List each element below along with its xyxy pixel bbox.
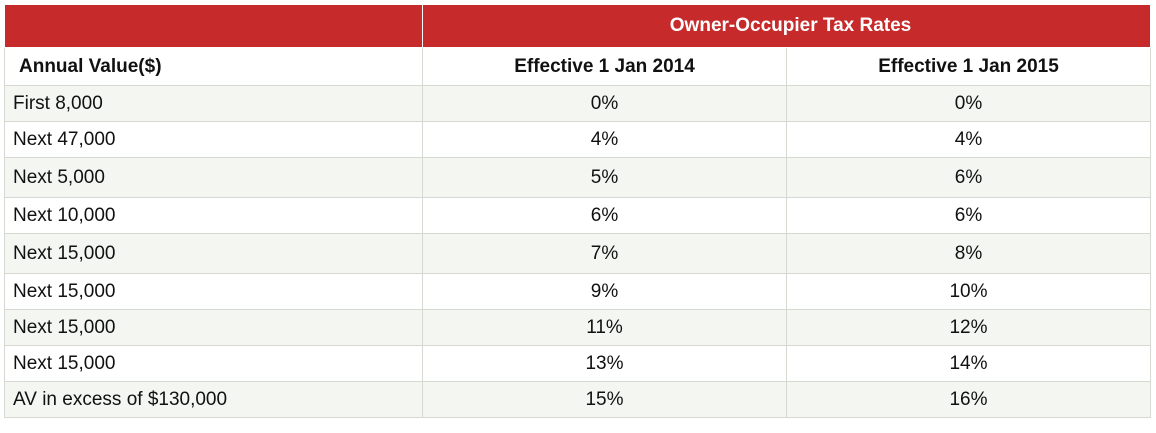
rate-2015-cell: 6% [785,197,1152,234]
tax-rates-table-container: Owner-Occupier Tax Rates Annual Value($)… [4,4,1152,418]
annual-value-cell: Next 15,000 [4,233,423,274]
table-row: AV in excess of $130,000 15% 16% [4,381,1152,418]
rate-2014-cell: 15% [422,381,787,418]
rate-2014-cell: 4% [422,121,787,158]
annual-value-cell: Next 15,000 [4,309,423,346]
table-row: Next 10,000 6% 6% [4,197,1152,234]
rate-2014-cell: 6% [422,197,787,234]
tax-rates-table: Owner-Occupier Tax Rates Annual Value($)… [4,4,1152,418]
rate-2015-cell: 0% [785,85,1152,122]
rate-2014-cell: 13% [422,345,787,382]
group-header-title: Owner-Occupier Tax Rates [421,4,1152,48]
rate-2014-cell: 11% [422,309,787,346]
rate-2014-cell: 5% [422,157,787,198]
annual-value-cell: Next 15,000 [4,345,423,382]
column-header-2014: Effective 1 Jan 2014 [422,47,787,86]
table-row: Next 15,000 9% 10% [4,273,1152,310]
table-row: Next 15,000 11% 12% [4,309,1152,346]
column-header-row: Annual Value($) Effective 1 Jan 2014 Eff… [4,47,1152,86]
column-header-2015: Effective 1 Jan 2015 [785,47,1152,86]
rate-2015-cell: 16% [785,381,1152,418]
table-row: Next 5,000 5% 6% [4,157,1152,198]
column-header-annual-value: Annual Value($) [4,47,423,86]
annual-value-cell: Next 15,000 [4,273,423,310]
table-row: Next 15,000 13% 14% [4,345,1152,382]
table-row: Next 47,000 4% 4% [4,121,1152,158]
rate-2015-cell: 14% [785,345,1152,382]
rate-2015-cell: 12% [785,309,1152,346]
group-header-row: Owner-Occupier Tax Rates [4,4,1152,48]
rate-2015-cell: 6% [785,157,1152,198]
annual-value-cell: AV in excess of $130,000 [4,381,423,418]
rate-2015-cell: 8% [785,233,1152,274]
annual-value-cell: Next 47,000 [4,121,423,158]
annual-value-cell: Next 10,000 [4,197,423,234]
rate-2015-cell: 4% [785,121,1152,158]
annual-value-cell: First 8,000 [4,85,423,122]
rate-2014-cell: 9% [422,273,787,310]
group-header-blank [4,4,423,48]
table-row: Next 15,000 7% 8% [4,233,1152,274]
annual-value-cell: Next 5,000 [4,157,423,198]
table-row: First 8,000 0% 0% [4,85,1152,122]
rate-2014-cell: 0% [422,85,787,122]
rate-2014-cell: 7% [422,233,787,274]
rate-2015-cell: 10% [785,273,1152,310]
